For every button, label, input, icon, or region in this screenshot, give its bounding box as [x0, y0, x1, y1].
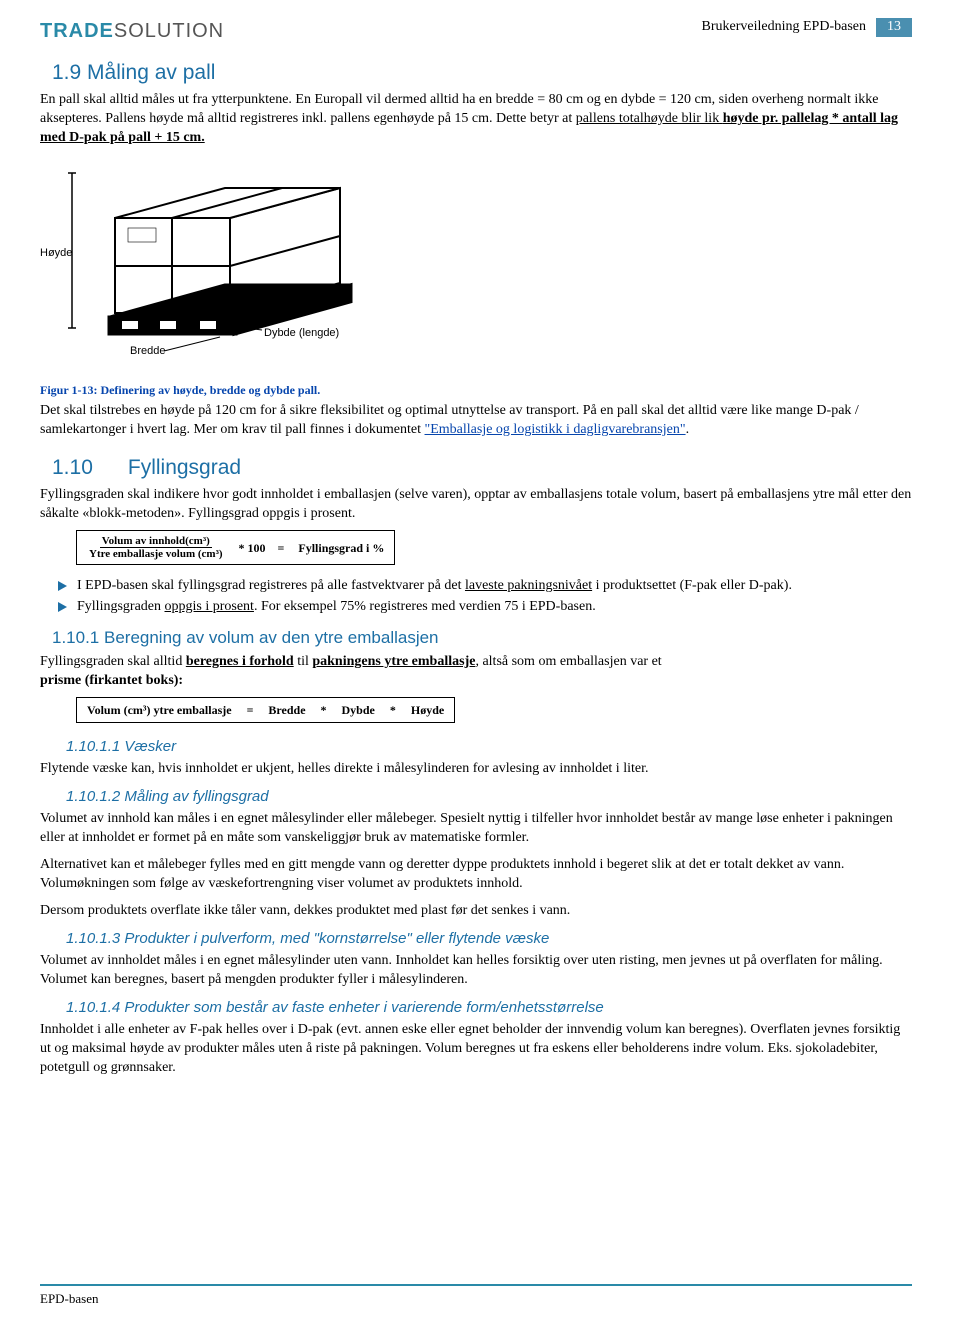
triangle-icon	[58, 581, 67, 591]
heading-1-10-1-1: 1.10.1.1 Væsker	[66, 737, 912, 757]
bullet-2: Fyllingsgraden oppgis i prosent. For eks…	[58, 598, 912, 617]
header-right: Brukerveiledning EPD-basen 13	[702, 18, 912, 37]
p-vaesker: Flytende væske kan, hvis innholdet er uk…	[40, 760, 912, 779]
heading-1-10-1: 1.10.1 Beregning av volum av den ytre em…	[52, 627, 912, 650]
p-1-10-1: Fyllingsgraden skal alltid beregnes i fo…	[40, 653, 912, 691]
heading-1-10-1-3: 1.10.1.3 Produkter i pulverform, med "ko…	[66, 929, 912, 949]
p-maling-2: Alternativet kan et målebeger fylles med…	[40, 856, 912, 894]
label-dybde: Dybde (lengde)	[264, 327, 339, 339]
page-number: 13	[876, 18, 912, 37]
p-1-10-intro: Fyllingsgraden skal indikere hvor godt i…	[40, 486, 912, 524]
p-1-9-post: Det skal tilstrebes en høyde på 120 cm f…	[40, 402, 912, 440]
bullet-1: I EPD-basen skal fyllingsgrad registrere…	[58, 577, 912, 596]
label-hoyde: Høyde	[40, 247, 72, 259]
formula-volum: Volum (cm³) ytre emballasje = Bredde * D…	[76, 697, 455, 723]
figure-caption: Figur 1-13: Definering av høyde, bredde …	[40, 382, 912, 398]
footer-text: EPD-basen	[40, 1290, 99, 1308]
formula-fraction: Volum av innhold(cm³) Ytre emballasje vo…	[87, 535, 225, 560]
p-maling-3: Dersom produktets overflate ikke tåler v…	[40, 902, 912, 921]
p-maling-1: Volumet av innhold kan måles i en egnet …	[40, 810, 912, 848]
logo: TRADESOLUTION	[40, 18, 224, 45]
heading-1-9: 1.9 Måling av pall	[52, 59, 912, 87]
formula-fyllingsgrad: Volum av innhold(cm³) Ytre emballasje vo…	[76, 530, 395, 565]
bullet-list: I EPD-basen skal fyllingsgrad registrere…	[58, 577, 912, 617]
page-header: TRADESOLUTION Brukerveiledning EPD-basen…	[40, 18, 912, 45]
p-faste: Innholdet i alle enheter av F-pak helles…	[40, 1021, 912, 1078]
heading-1-10: 1.10 Fyllingsgrad	[52, 454, 912, 482]
heading-1-10-1-4: 1.10.1.4 Produkter som består av faste e…	[66, 998, 912, 1018]
triangle-icon	[58, 602, 67, 612]
pallet-diagram: Høyde	[40, 158, 410, 378]
p-pulver: Volumet av innholdet måles i en egnet må…	[40, 952, 912, 990]
logo-left: TRADE	[40, 18, 114, 45]
link-emballasje[interactable]: "Emballasje og logistikk i dagligvarebra…	[425, 422, 686, 437]
label-bredde: Bredde	[130, 345, 165, 357]
doc-title: Brukerveiledning EPD-basen	[702, 18, 866, 37]
p-1-9-intro: En pall skal alltid måles ut fra ytterpu…	[40, 91, 912, 148]
logo-right: SOLUTION	[114, 18, 224, 45]
footer-rule	[40, 1284, 912, 1286]
heading-1-10-1-2: 1.10.1.2 Måling av fyllingsgrad	[66, 787, 912, 807]
